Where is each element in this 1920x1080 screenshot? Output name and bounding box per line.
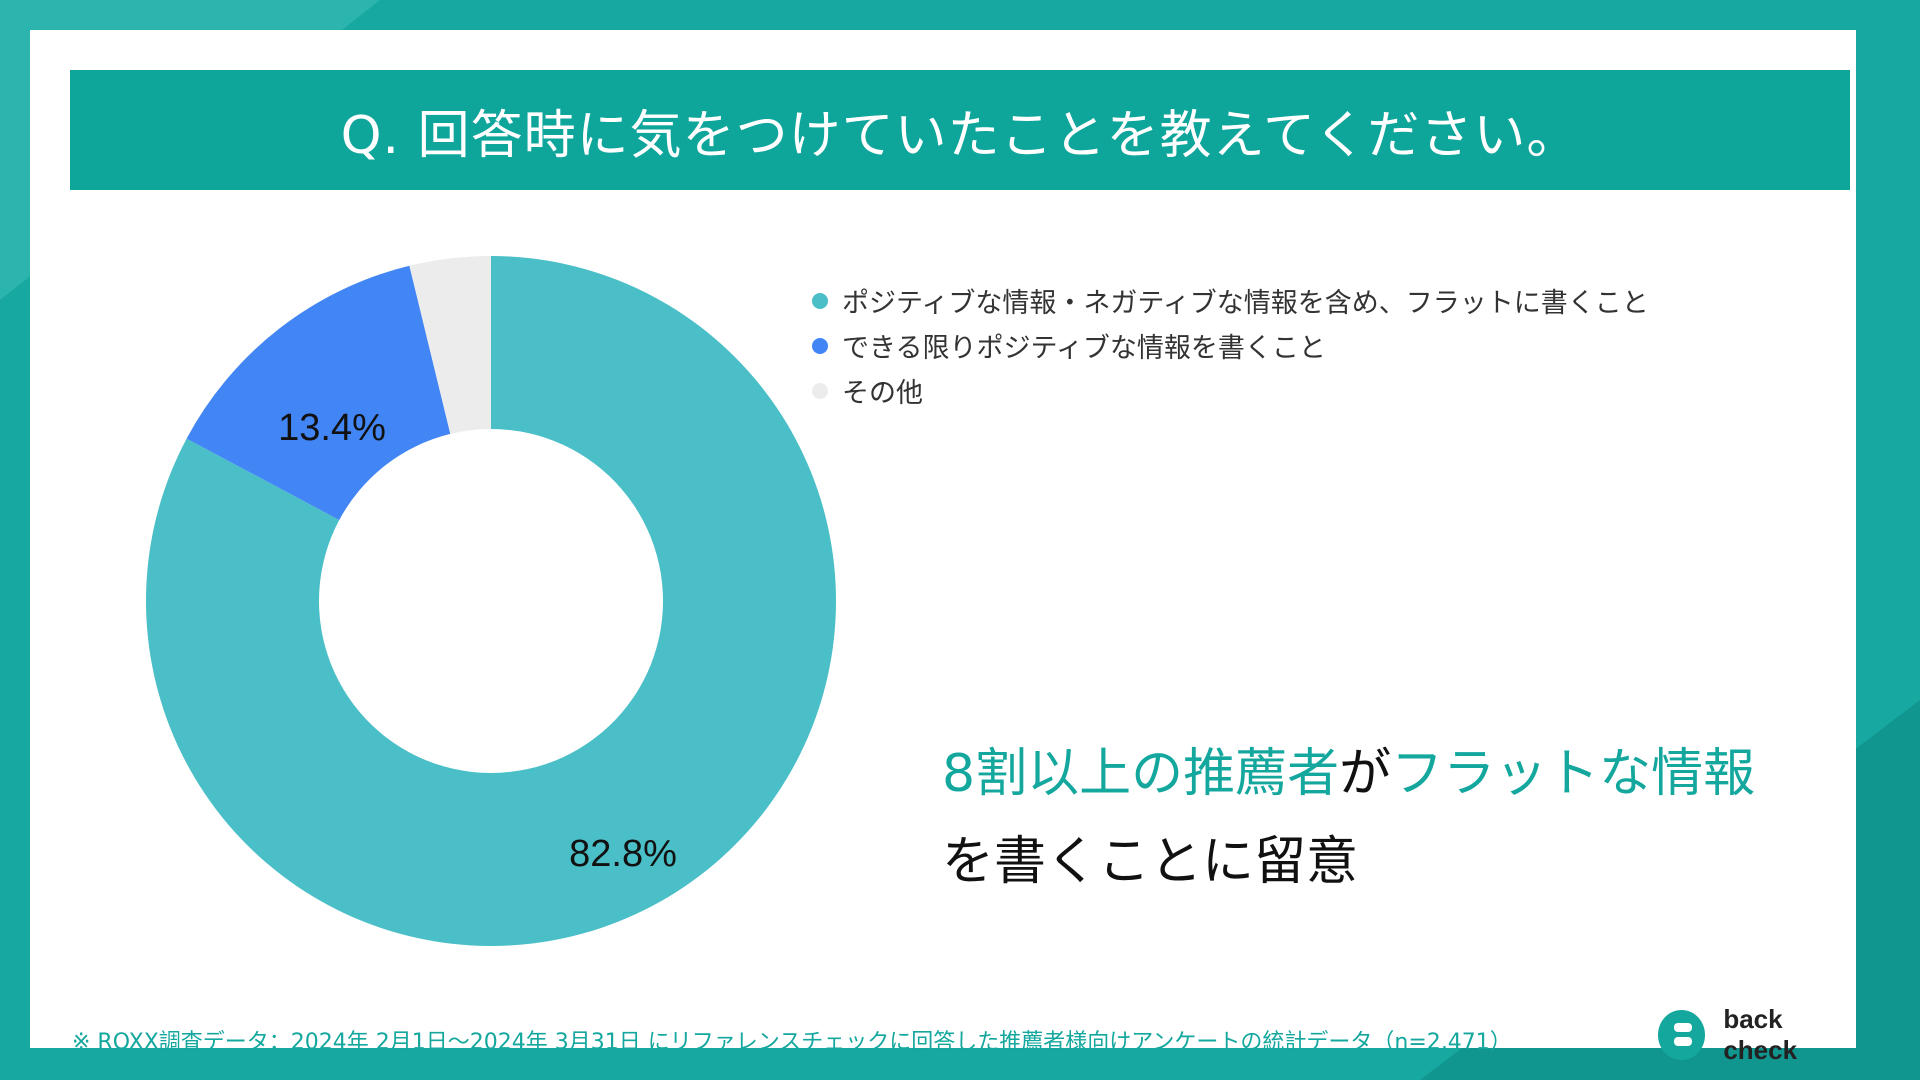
headline-accent-1: 8割以上の推薦者 (942, 744, 1340, 804)
legend-swatch-other (812, 382, 828, 399)
legend-item-flat: ポジティブな情報・ネガティブな情報を含め、フラットに書くこと (812, 278, 1649, 323)
donut-slice-other (409, 256, 491, 434)
content-card: Q. 回答時に気をつけていたことを教えてください。 82.8% 13.4% ポジテ… (30, 30, 1856, 1065)
legend-label-flat: ポジティブな情報・ネガティブな情報を含め、フラットに書くこと (842, 288, 1649, 319)
legend-label-positive: できる限りポジティブな情報を書くこと (842, 333, 1326, 364)
chart-legend: ポジティブな情報・ネガティブな情報を含め、フラットに書くこと できる限りポジティ… (812, 278, 1649, 413)
data-label-flat: 82.8% (569, 833, 677, 875)
headline-accent-2: フラットな情報 (1391, 744, 1756, 804)
headline-line-2: を書くことに留意 (942, 832, 1359, 892)
donut-slice-flat (145, 256, 837, 946)
title-bar: Q. 回答時に気をつけていたことを教えてください。 (70, 70, 1850, 190)
back-check-logo-icon (1658, 1010, 1706, 1060)
page-title: Q. 回答時に気をつけていたことを教えてください。 (340, 105, 1580, 166)
donut-slice-positive (186, 265, 451, 521)
legend-label-other: その他 (842, 378, 923, 409)
legend-swatch-positive (812, 337, 828, 354)
donut-chart: 82.8% 13.4% (145, 256, 837, 946)
source-footnote: ※ ROXX調査データ：2024年 2月1日〜2024年 3月31日 にリファレ… (72, 1030, 1512, 1055)
legend-item-other: その他 (812, 368, 1649, 413)
headline-connector: が (1339, 744, 1392, 804)
brand-logo: back check (1658, 1004, 1856, 1066)
data-label-positive: 13.4% (278, 407, 386, 449)
headline: 8割以上の推薦者がフラットな情報 を書くことに留意 (942, 730, 1755, 906)
headline-line-1: 8割以上の推薦者がフラットな情報 (942, 730, 1755, 818)
logo-text: back check (1723, 1004, 1798, 1065)
legend-swatch-flat (812, 292, 828, 309)
legend-item-positive: できる限りポジティブな情報を書くこと (812, 323, 1649, 368)
